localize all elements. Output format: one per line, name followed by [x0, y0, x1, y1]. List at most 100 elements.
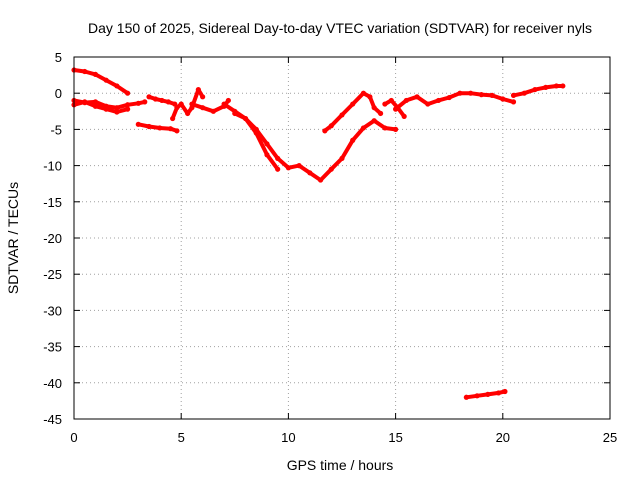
data-point — [125, 106, 131, 112]
data-point — [489, 92, 495, 98]
data-point — [195, 86, 201, 93]
data-point — [360, 90, 367, 96]
data-point — [146, 94, 152, 100]
y-tick-label: -45 — [43, 412, 62, 427]
data-point — [435, 97, 442, 104]
data-series-track-j — [322, 90, 384, 134]
data-point — [457, 90, 463, 96]
data-point — [382, 101, 388, 107]
data-point — [264, 141, 270, 147]
y-tick-label: -35 — [43, 340, 62, 355]
data-point — [510, 99, 517, 105]
data-point — [264, 152, 270, 158]
data-point — [146, 123, 152, 130]
data-point — [328, 123, 334, 129]
y-tick-label: 0 — [55, 86, 62, 101]
data-point — [82, 99, 88, 105]
data-point — [521, 90, 527, 96]
data-point — [307, 170, 313, 176]
data-point — [510, 92, 517, 98]
data-series-track-e — [135, 121, 180, 134]
data-point — [178, 101, 184, 107]
data-point — [210, 108, 216, 114]
data-point — [360, 125, 367, 131]
tick-layer: 0 5 10 15 20 25 5 0 -5 -10 -15 -20 -25 -30 -35 -40 -45 — [43, 50, 617, 445]
data-point — [103, 106, 109, 112]
data-point — [103, 77, 109, 83]
data-point — [339, 155, 345, 161]
data-point — [170, 115, 176, 122]
data-point — [142, 99, 148, 105]
data-series-track-f — [170, 86, 206, 122]
y-tick-label: -20 — [43, 231, 62, 246]
data-point — [322, 128, 328, 134]
data-point — [296, 163, 302, 169]
data-point — [328, 166, 334, 172]
data-point — [532, 86, 538, 93]
data-point — [317, 177, 324, 183]
data-point — [92, 71, 99, 77]
data-point — [371, 118, 377, 124]
y-tick-label: -30 — [43, 303, 62, 318]
data-series-track-c — [71, 99, 131, 115]
data-point — [500, 96, 506, 102]
data-point — [414, 94, 420, 100]
data-point — [339, 112, 345, 118]
data-point — [232, 110, 238, 117]
data-point — [152, 96, 159, 102]
data-series-track-d — [146, 94, 178, 107]
data-point — [350, 137, 356, 143]
data-point — [382, 125, 388, 131]
data-series-track-m — [510, 83, 566, 98]
y-tick-label: -15 — [43, 195, 62, 210]
data-point — [560, 83, 566, 89]
data-point — [135, 100, 141, 106]
data-point — [221, 101, 227, 107]
data-point — [92, 99, 99, 105]
data-point — [275, 166, 281, 172]
y-tick-label: -10 — [43, 159, 62, 174]
data-point — [114, 109, 120, 115]
data-point — [114, 83, 120, 89]
y-tick-label: -5 — [50, 122, 62, 137]
data-point — [495, 390, 502, 396]
data-point — [553, 83, 560, 89]
x-tick-label: 15 — [388, 430, 402, 445]
data-series-track-i — [232, 110, 281, 172]
data-point — [275, 155, 281, 161]
data-point — [463, 394, 469, 400]
data-point — [225, 97, 231, 104]
data-point — [468, 90, 474, 96]
data-point — [82, 68, 88, 75]
data-point — [200, 94, 206, 100]
x-axis-label: GPS time / hours — [287, 457, 394, 473]
y-tick-label: -25 — [43, 267, 62, 282]
x-tick-label: 25 — [603, 430, 617, 445]
data-point — [157, 125, 163, 131]
data-point — [425, 101, 431, 107]
data-point — [502, 388, 508, 395]
data-point — [403, 97, 409, 104]
x-tick-label: 5 — [178, 430, 185, 445]
data-point — [174, 128, 180, 134]
data-point — [189, 101, 195, 107]
data-point — [285, 165, 291, 171]
data-point — [485, 391, 491, 397]
data-point — [474, 393, 480, 399]
data-point — [242, 115, 249, 122]
data-point — [167, 126, 174, 132]
data-point — [393, 126, 399, 132]
data-point — [401, 113, 407, 119]
y-axis-label: SDTVAR / TECUs — [5, 182, 21, 294]
data-point — [125, 102, 131, 108]
data-point — [543, 84, 549, 91]
data-point — [388, 97, 394, 104]
data-point — [92, 103, 99, 109]
grid-layer — [74, 57, 610, 419]
data-point — [165, 99, 171, 105]
data-point — [393, 106, 399, 112]
data-point — [135, 121, 141, 127]
data-series-track-l — [393, 90, 517, 112]
series-line — [382, 98, 407, 119]
